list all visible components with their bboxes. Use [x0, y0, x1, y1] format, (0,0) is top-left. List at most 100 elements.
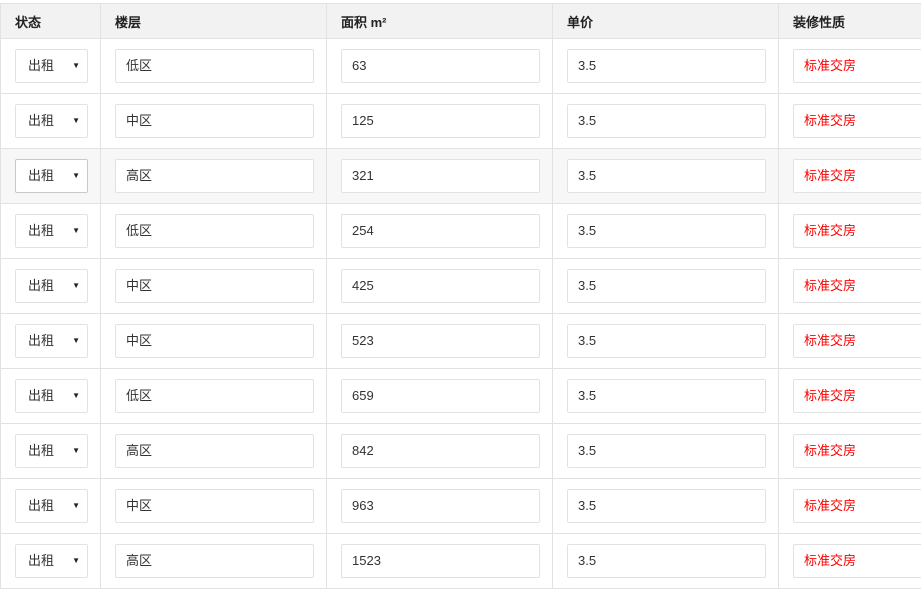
- status-value: 出租: [28, 388, 54, 403]
- header-price: 单价: [553, 4, 779, 39]
- area-input[interactable]: 1523: [341, 544, 540, 578]
- price-input[interactable]: 3.5: [567, 159, 766, 193]
- area-input[interactable]: 425: [341, 269, 540, 303]
- decoration-input[interactable]: 标准交房: [793, 104, 921, 138]
- dropdown-arrow-icon: ▼: [72, 380, 80, 412]
- floor-input[interactable]: 高区: [115, 159, 314, 193]
- price-input[interactable]: 3.5: [567, 214, 766, 248]
- price-cell: 3.5: [553, 534, 779, 589]
- status-value: 出租: [28, 58, 54, 73]
- decoration-input[interactable]: 标准交房: [793, 159, 921, 193]
- decoration-input[interactable]: 标准交房: [793, 544, 921, 578]
- area-input[interactable]: 125: [341, 104, 540, 138]
- floor-cell: 低区: [101, 39, 327, 94]
- area-cell: 63: [327, 39, 553, 94]
- area-input[interactable]: 63: [341, 49, 540, 83]
- price-input[interactable]: 3.5: [567, 489, 766, 523]
- floor-input[interactable]: 中区: [115, 104, 314, 138]
- status-select[interactable]: 出租 ▼: [15, 324, 88, 358]
- decoration-input[interactable]: 标准交房: [793, 379, 921, 413]
- property-table-container: 状态 楼层 面积 m² 单价 装修性质 出租 ▼ 低区 63 3.5 标准交房 出…: [0, 3, 921, 589]
- dropdown-arrow-icon: ▼: [72, 490, 80, 522]
- area-input[interactable]: 659: [341, 379, 540, 413]
- decoration-input[interactable]: 标准交房: [793, 214, 921, 248]
- dropdown-arrow-icon: ▼: [72, 325, 80, 357]
- status-cell: 出租▼: [1, 424, 101, 479]
- area-input[interactable]: 523: [341, 324, 540, 358]
- decoration-cell: 标准交房: [779, 534, 921, 589]
- dropdown-arrow-icon: ▼: [72, 160, 80, 192]
- floor-input[interactable]: 低区: [115, 214, 314, 248]
- floor-cell: 低区: [101, 204, 327, 259]
- price-input[interactable]: 3.5: [567, 104, 766, 138]
- status-cell: 出租 ▼: [1, 314, 101, 369]
- area-input[interactable]: 321: [341, 159, 540, 193]
- floor-cell: 高区: [101, 424, 327, 479]
- area-cell: 659: [327, 369, 553, 424]
- price-input[interactable]: 3.5: [567, 269, 766, 303]
- decoration-cell: 标准交房: [779, 259, 921, 314]
- status-value: 出租: [28, 278, 54, 293]
- status-select[interactable]: 出租▼: [15, 544, 88, 578]
- status-cell: 出租 ▼: [1, 39, 101, 94]
- price-cell: 3.5: [553, 39, 779, 94]
- decoration-cell: 标准交房: [779, 39, 921, 94]
- price-cell: 3.5: [553, 479, 779, 534]
- status-select[interactable]: 出租▼: [15, 434, 88, 468]
- floor-input[interactable]: 低区: [115, 49, 314, 83]
- property-table: 状态 楼层 面积 m² 单价 装修性质 出租 ▼ 低区 63 3.5 标准交房 出…: [0, 3, 921, 589]
- floor-input[interactable]: 低区: [115, 379, 314, 413]
- price-input[interactable]: 3.5: [567, 49, 766, 83]
- floor-cell: 高区: [101, 534, 327, 589]
- floor-input[interactable]: 中区: [115, 489, 314, 523]
- price-cell: 3.5: [553, 94, 779, 149]
- status-value: 出租: [28, 333, 54, 348]
- table-row: 出租▼ 中区 125 3.5 标准交房: [1, 94, 921, 149]
- decoration-input[interactable]: 标准交房: [793, 434, 921, 468]
- price-cell: 3.5: [553, 424, 779, 479]
- price-input[interactable]: 3.5: [567, 324, 766, 358]
- status-cell: 出租 ▼: [1, 369, 101, 424]
- status-select[interactable]: 出租 ▼: [15, 49, 88, 83]
- area-cell: 125: [327, 94, 553, 149]
- area-input[interactable]: 963: [341, 489, 540, 523]
- price-input[interactable]: 3.5: [567, 379, 766, 413]
- table-header: 状态 楼层 面积 m² 单价 装修性质: [1, 4, 921, 39]
- decoration-input[interactable]: 标准交房: [793, 324, 921, 358]
- table-row: 出租 ▼ 低区 63 3.5 标准交房: [1, 39, 921, 94]
- floor-input[interactable]: 高区: [115, 544, 314, 578]
- status-select[interactable]: 出租 ▼: [15, 159, 88, 193]
- decoration-input[interactable]: 标准交房: [793, 49, 921, 83]
- status-select[interactable]: 出租▼: [15, 269, 88, 303]
- status-select[interactable]: 出租▼: [15, 104, 88, 138]
- decoration-cell: 标准交房: [779, 204, 921, 259]
- table-row: 出租 ▼ 高区 321 3.5 标准交房: [1, 149, 921, 204]
- table-row: 出租▼ 低区 254 3.5 标准交房: [1, 204, 921, 259]
- decoration-input[interactable]: 标准交房: [793, 489, 921, 523]
- price-input[interactable]: 3.5: [567, 544, 766, 578]
- dropdown-arrow-icon: ▼: [72, 50, 80, 82]
- decoration-input[interactable]: 标准交房: [793, 269, 921, 303]
- decoration-cell: 标准交房: [779, 479, 921, 534]
- floor-cell: 低区: [101, 369, 327, 424]
- status-cell: 出租 ▼: [1, 149, 101, 204]
- header-floor: 楼层: [101, 4, 327, 39]
- floor-cell: 中区: [101, 259, 327, 314]
- area-input[interactable]: 842: [341, 434, 540, 468]
- floor-input[interactable]: 中区: [115, 324, 314, 358]
- floor-input[interactable]: 高区: [115, 434, 314, 468]
- status-select[interactable]: 出租▼: [15, 489, 88, 523]
- floor-cell: 中区: [101, 314, 327, 369]
- decoration-cell: 标准交房: [779, 314, 921, 369]
- header-area: 面积 m²: [327, 4, 553, 39]
- table-row: 出租▼ 中区 425 3.5 标准交房: [1, 259, 921, 314]
- decoration-cell: 标准交房: [779, 149, 921, 204]
- dropdown-arrow-icon: ▼: [72, 215, 80, 247]
- status-select[interactable]: 出租▼: [15, 214, 88, 248]
- area-input[interactable]: 254: [341, 214, 540, 248]
- price-input[interactable]: 3.5: [567, 434, 766, 468]
- floor-input[interactable]: 中区: [115, 269, 314, 303]
- status-value: 出租: [28, 168, 54, 183]
- status-cell: 出租▼: [1, 534, 101, 589]
- status-select[interactable]: 出租 ▼: [15, 379, 88, 413]
